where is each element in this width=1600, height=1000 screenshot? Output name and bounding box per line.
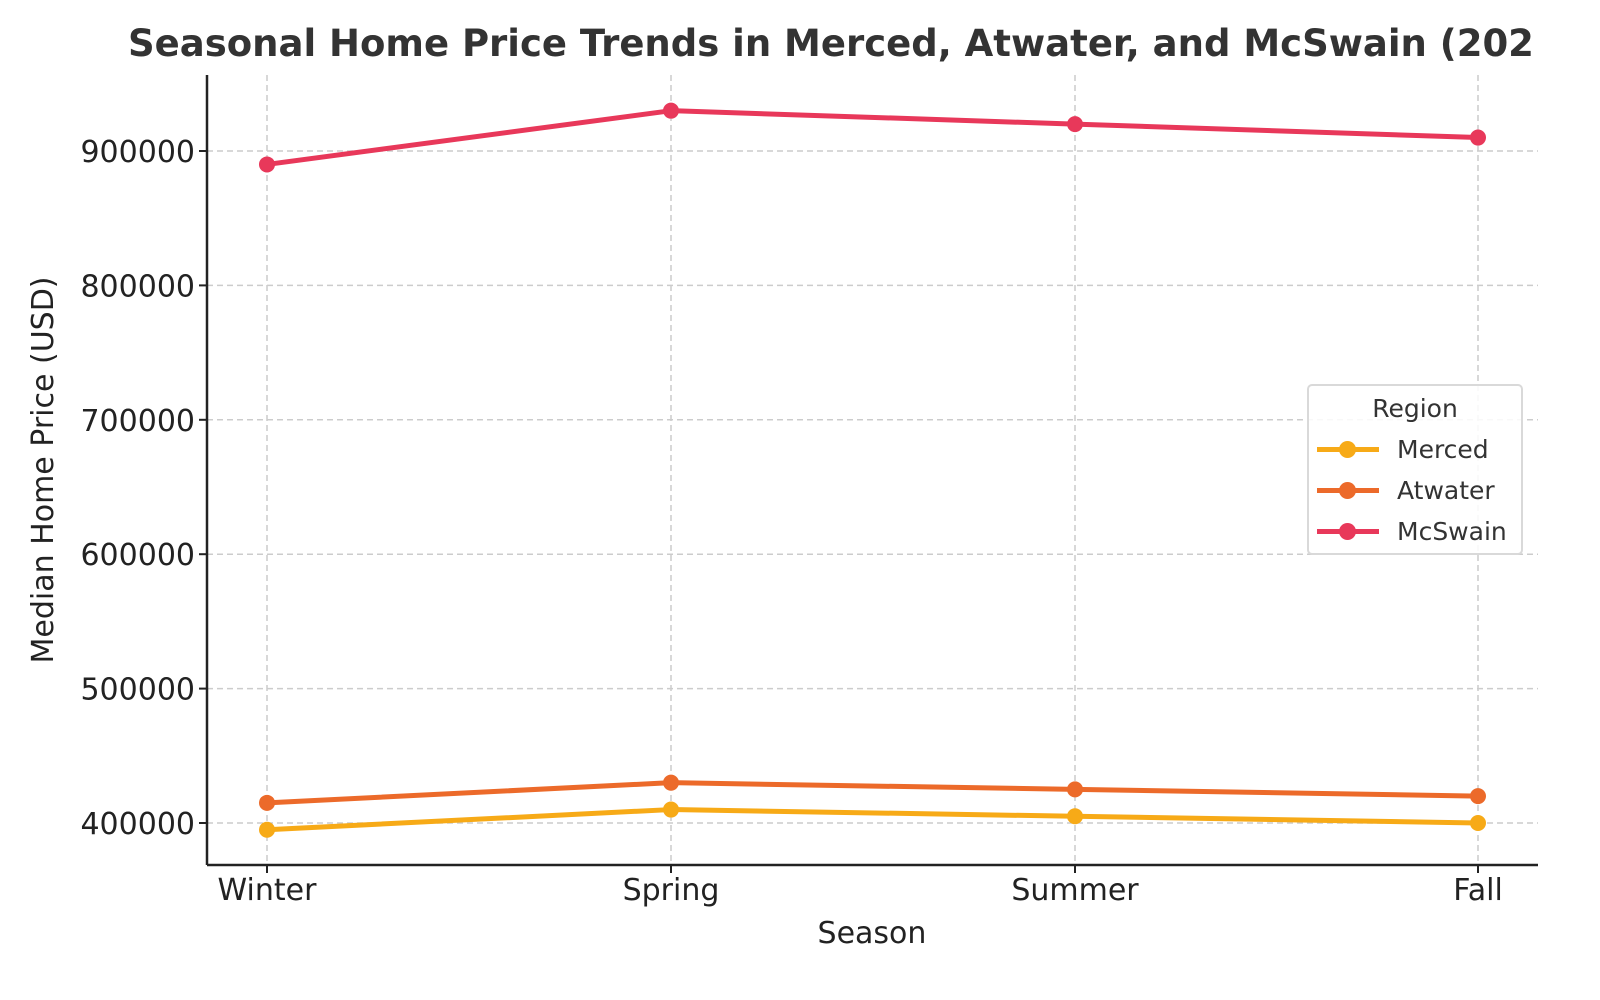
x-tick-label: Summer [1011,873,1139,908]
data-point-marker [1470,129,1486,146]
data-point-marker [259,156,275,173]
axes [199,75,1538,873]
data-point-marker [1470,815,1486,831]
x-axis-label: Season [818,916,927,951]
data-point-marker [663,801,679,818]
series-mcswain [259,102,1486,173]
data-point-marker [663,774,679,791]
x-tick-label: Spring [623,873,720,908]
x-tick-label: Fall [1453,873,1503,908]
x-tick-label: Winter [218,873,318,908]
y-tick-label: 600000 [80,538,195,573]
legend-marker-icon [1317,519,1379,543]
series-line [266,780,1479,806]
legend-marker-icon [1317,437,1379,461]
y-tick-label: 900000 [80,135,195,170]
data-point-marker [1470,788,1486,805]
y-axis-label: Median Home Price (USD) [26,276,61,663]
series-atwater [259,774,1486,811]
data-series [259,102,1486,838]
legend-item-mcswain: McSwain [1317,516,1507,546]
legend-item-merced: Merced [1317,434,1489,464]
y-tick-label: 800000 [80,269,195,304]
series-line [266,807,1479,833]
legend-marker-icon [1317,478,1379,502]
legend: Region Merced Atwater McSwain [1307,384,1523,555]
chart-title: Seasonal Home Price Trends in Merced, At… [128,22,1534,65]
data-point-marker [1067,781,1083,798]
y-tick-label: 500000 [80,673,195,708]
data-point-marker [259,821,275,838]
series-line [266,108,1479,167]
legend-label: Atwater [1397,475,1495,505]
data-point-marker [1067,808,1083,825]
y-tick-label: 400000 [80,807,195,842]
legend-label: McSwain [1397,516,1507,546]
data-point-marker [663,102,679,119]
series-merced [259,801,1486,838]
legend-item-atwater: Atwater [1317,475,1495,505]
data-point-marker [1067,116,1083,133]
y-tick-label: 700000 [80,404,195,439]
tick-labels: 400000 500000 600000 700000 800000 900000 Wint… [80,135,1502,908]
data-point-marker [259,794,275,811]
legend-label: Merced [1397,434,1489,464]
legend-title: Region [1372,394,1458,423]
